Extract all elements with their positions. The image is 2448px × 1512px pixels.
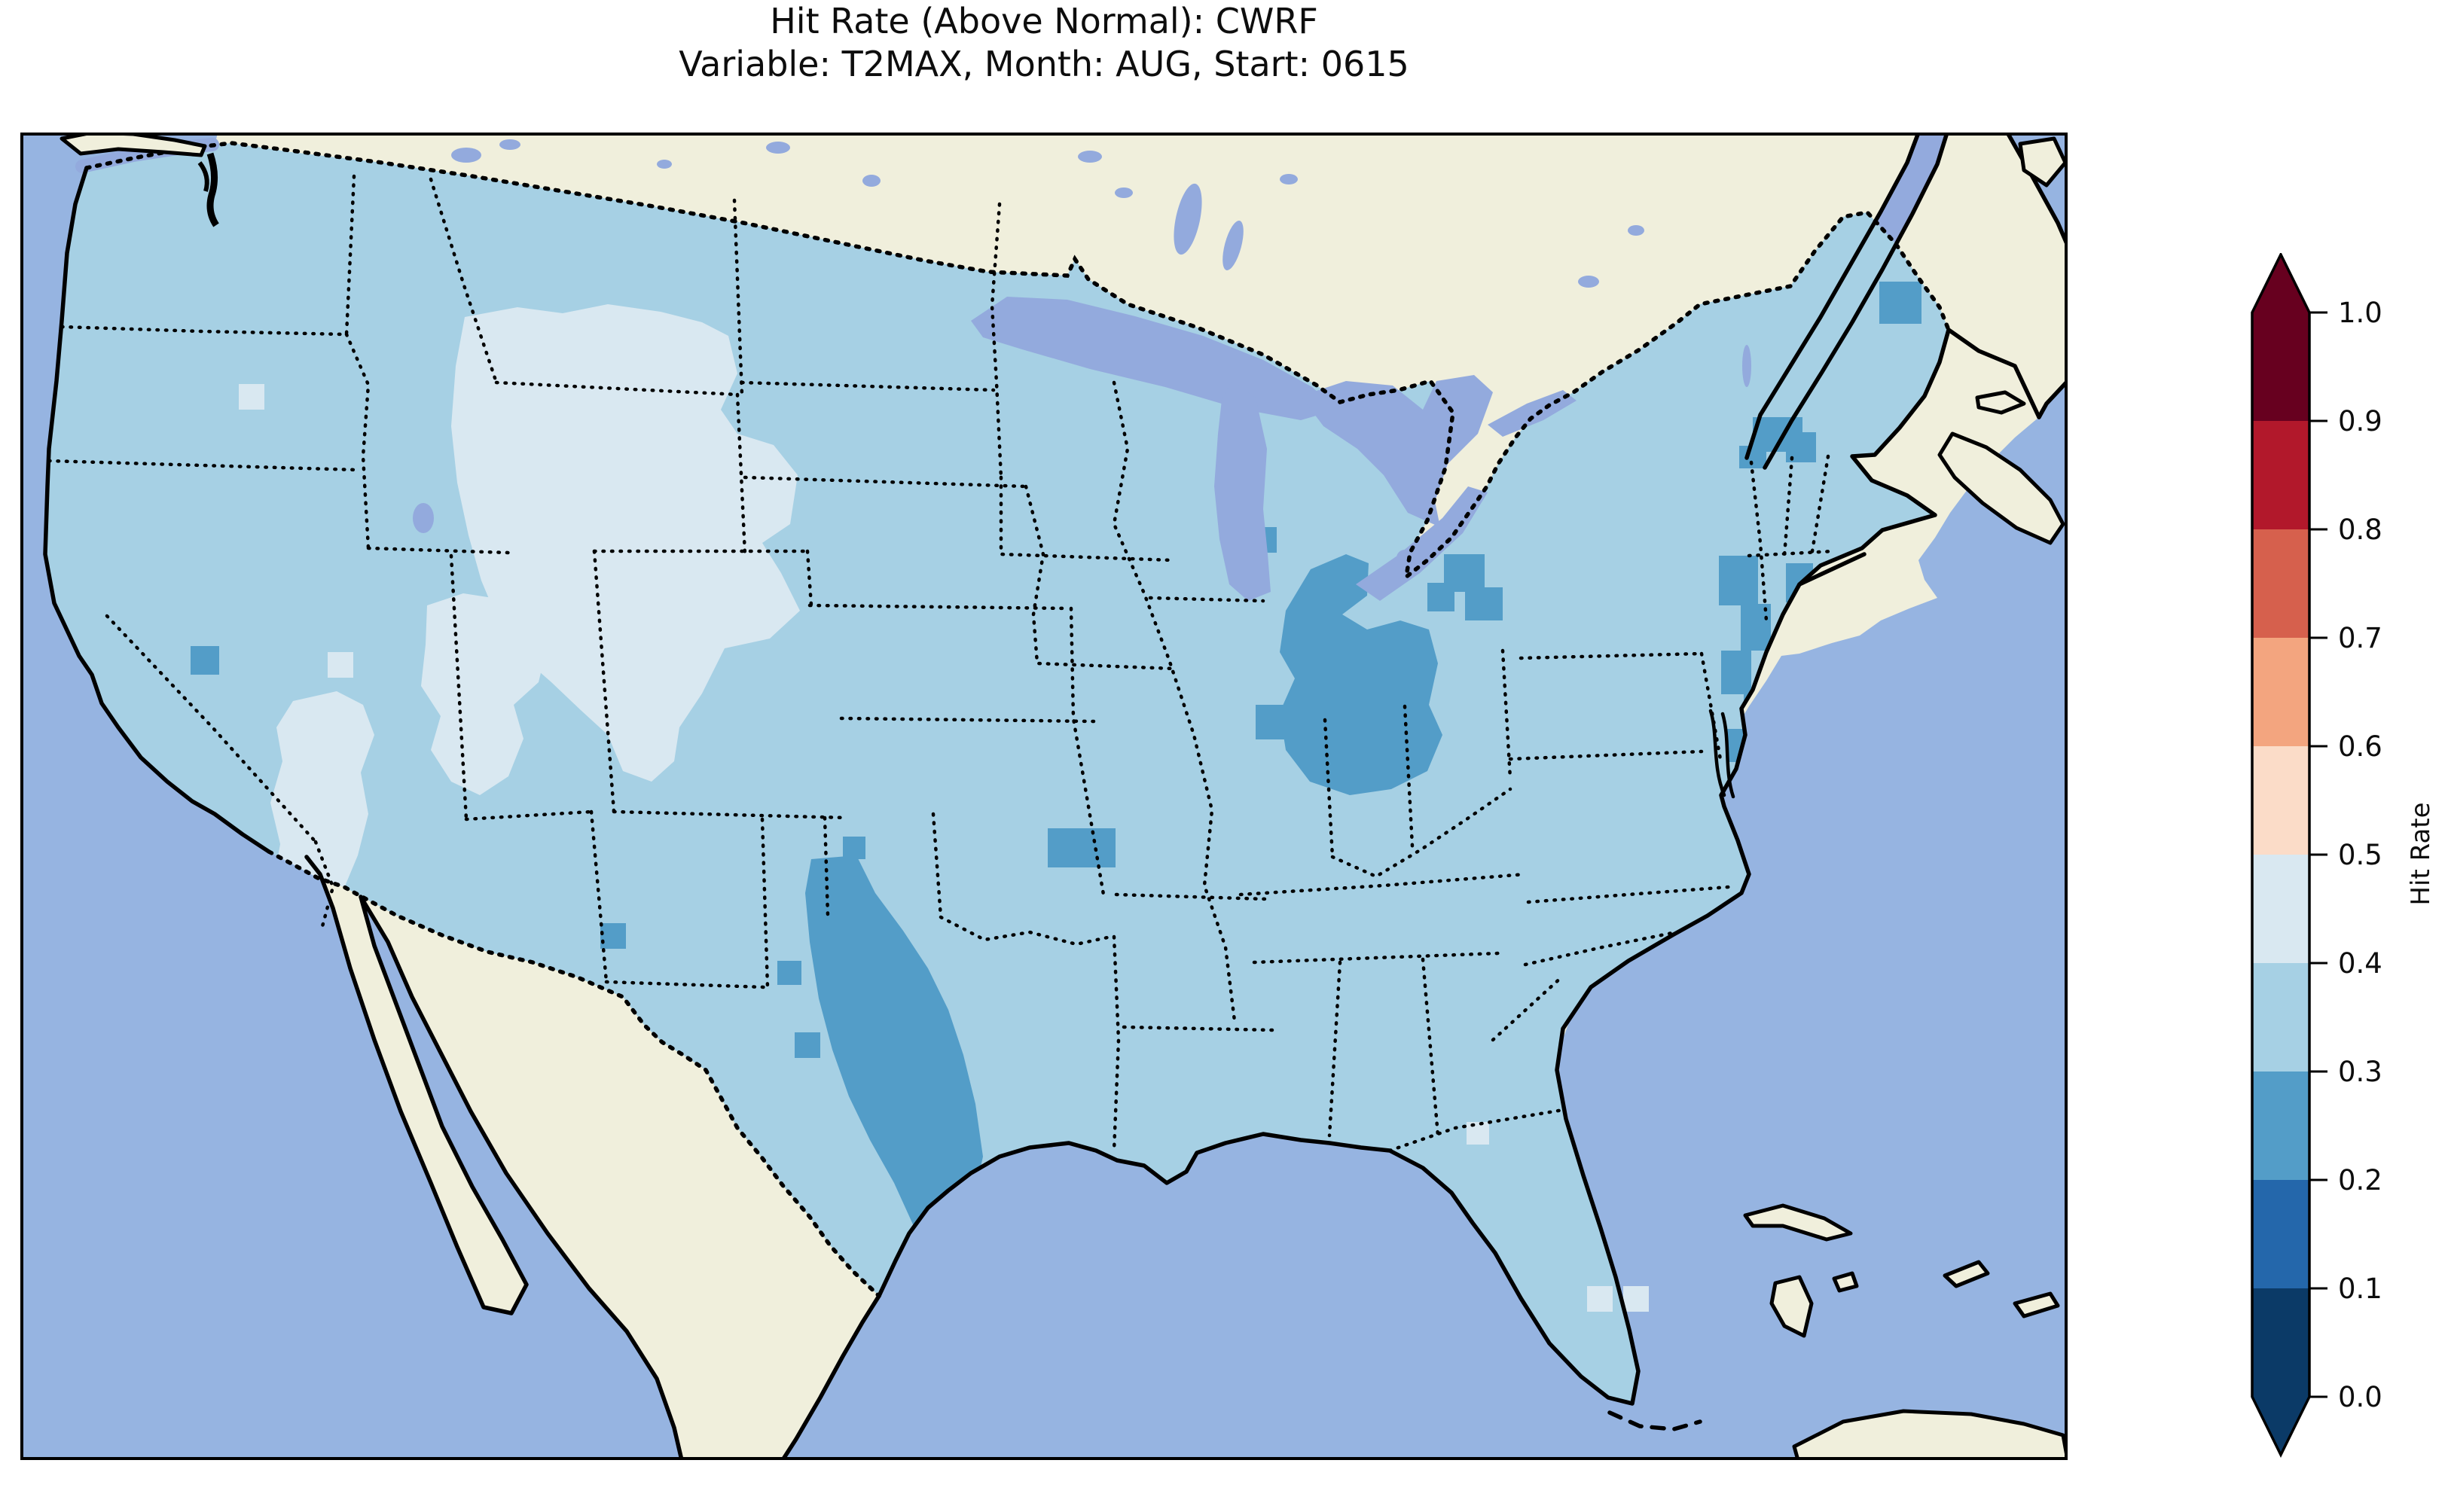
patch-new-mexico-cell (600, 923, 626, 949)
colorbar-tick-label: 0.2 (2338, 1164, 2382, 1196)
chesapeake-bay (1708, 709, 1735, 799)
maine-to-fundy-coast (1946, 328, 2041, 419)
colorbar-axis-label: Hit Rate (2406, 802, 2436, 906)
colorbar-tick-label: 0.0 (2338, 1381, 2382, 1413)
state-borders (47, 174, 1836, 1153)
us-canada-border (84, 141, 1951, 582)
conus-hit-rate-map (20, 133, 2068, 1460)
great-salt-lake (413, 503, 434, 533)
map-panel (20, 133, 2068, 1460)
colorbar-over-arrow (2252, 255, 2309, 312)
colorbar-tick-label: 0.9 (2338, 405, 2382, 437)
prince-edward-island (1975, 390, 2026, 415)
mexico-gulf-coastline (780, 1294, 881, 1460)
colorbar-svg: 1.0 0.9 0.8 0.7 0.6 0.5 0.4 0.3 0.2 0.1 0.0 (2251, 253, 2382, 1458)
lake-michigan (1214, 381, 1271, 601)
colorbar-tick-label: 0.8 (2338, 514, 2382, 546)
bahamas-east-1 (1943, 1260, 1990, 1288)
colorbar-segment (2252, 746, 2309, 855)
colorbar-segment (2252, 421, 2309, 529)
colorbar-tick-label: 0.5 (2338, 839, 2382, 871)
bahamas-eleuthera (1832, 1271, 1859, 1293)
figure-subtitle: Variable: T2MAX, Month: AUG, Start: 0615 (679, 44, 1409, 84)
us-mexico-border (267, 849, 881, 1298)
map-frame (20, 133, 2068, 1460)
figure-title: Hit Rate (Above Normal): CWRF (770, 1, 1318, 41)
colorbar-segment (2252, 529, 2309, 638)
mexico-pacific-baja-coastline (304, 855, 684, 1460)
lake-huron (1301, 375, 1493, 527)
patch-southwest-east-lobe (421, 593, 548, 795)
newfoundland (2018, 136, 2068, 187)
small-lakes (451, 139, 1845, 386)
colorbar-segment (2252, 1072, 2309, 1180)
colorbar: 1.0 0.9 0.8 0.7 0.6 0.5 0.4 0.3 0.2 0.1 0.0 (2249, 253, 2448, 1512)
cuba (1792, 1409, 2068, 1460)
colorbar-tick-label: 0.3 (2338, 1056, 2382, 1088)
offshore-cell-1 (1587, 1286, 1613, 1312)
pacific-coastline (43, 166, 271, 854)
patch-east-california-cell (191, 646, 219, 675)
lake-erie (1356, 486, 1488, 601)
colorbar-tick-label: 0.6 (2338, 730, 2382, 763)
colorbar-tick-label: 0.7 (2338, 622, 2382, 654)
colorbar-tick-label: 0.4 (2338, 947, 2382, 980)
patch-new-england (1739, 282, 1921, 468)
colorbar-tick-label: 1.0 (2338, 297, 2382, 329)
colorbar-segment (2252, 312, 2309, 421)
lake-champlain (1742, 345, 1751, 387)
st-lawrence-west-bank (1744, 133, 1921, 460)
bahamas-grand-abaco (1743, 1203, 1853, 1242)
colorbar-under-arrow (2252, 1397, 2309, 1455)
puget-sound (206, 152, 219, 227)
bahamas-east-2 (2013, 1291, 2060, 1318)
long-island-sound (1797, 552, 1867, 587)
patch-lake-erie-shore (1427, 554, 1503, 620)
nova-scotia (1937, 431, 2065, 545)
colorbar-segment (2252, 963, 2309, 1072)
bahamas-andros (1769, 1275, 1814, 1338)
international-borders (84, 141, 1951, 1298)
coastlines (43, 133, 2068, 1460)
colorbar-segment (2252, 638, 2309, 746)
colorbar-segment (2252, 1288, 2309, 1397)
islands (60, 133, 2068, 1460)
hit-rate-grid (45, 143, 1949, 1404)
colorbar-tick-label: 0.1 (2338, 1273, 2382, 1305)
new-brunswick-coast (2037, 379, 2068, 419)
florida-keys (1607, 1410, 1702, 1431)
st-lawrence-east-bank (1763, 133, 1949, 470)
gulf-atlantic-coastline (877, 328, 1951, 1406)
figure-title-block: Hit Rate (Above Normal): CWRF Variable: … (0, 0, 2088, 86)
colorbar-segment (2252, 855, 2309, 963)
colorbar-segment (2252, 1180, 2309, 1288)
patch-texas-band (805, 855, 983, 1264)
offshore-cell-2 (1623, 1286, 1649, 1312)
patch-lower-midwest (1280, 554, 1442, 795)
great-lakes (413, 297, 1751, 601)
lake-superior (971, 297, 1337, 420)
